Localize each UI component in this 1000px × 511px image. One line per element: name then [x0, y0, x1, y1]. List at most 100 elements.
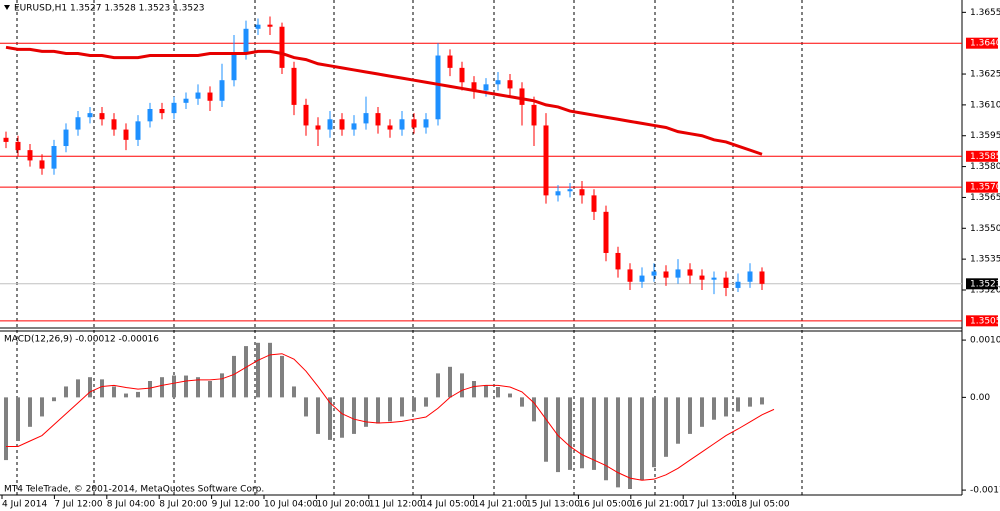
- macd-bar: [244, 346, 248, 398]
- candle-body: [399, 119, 405, 130]
- macd-bar: [748, 397, 752, 407]
- candle-body: [135, 121, 141, 140]
- candle-body: [663, 271, 669, 278]
- candle-body: [567, 189, 573, 192]
- x-tick-label: 16 Jul 21:00: [631, 500, 685, 510]
- x-tick-label: 10 Jul 04:00: [264, 500, 318, 510]
- macd-bar: [424, 397, 428, 407]
- macd-bar: [520, 397, 524, 407]
- x-tick-label: 15 Jul 13:00: [526, 500, 580, 510]
- x-tick-label: 7 Jul 12:00: [54, 500, 103, 510]
- candle-body: [435, 55, 441, 120]
- macd-bar: [532, 397, 536, 422]
- candle-body: [315, 125, 321, 130]
- y-tick-label: 1.3595: [970, 131, 1000, 141]
- candle-body: [639, 275, 645, 282]
- y-tick-label: 1.3565: [970, 193, 1000, 203]
- macd-bar: [400, 397, 404, 417]
- candle-body: [423, 119, 429, 128]
- x-tick-label: 14 Jul 21:00: [474, 500, 528, 510]
- x-tick-label: 11 Jul 12:00: [369, 500, 423, 510]
- macd-bar: [196, 377, 200, 398]
- candle-body: [627, 269, 633, 282]
- macd-bar: [112, 386, 116, 398]
- candle-body: [579, 189, 585, 196]
- candle-body: [183, 98, 189, 103]
- x-tick-label: 9 Jul 12:00: [212, 500, 261, 510]
- candle-body: [207, 92, 213, 101]
- level-label-box: [966, 315, 998, 327]
- y-tick-label: 1.3535: [970, 255, 1000, 265]
- candle-body: [711, 277, 717, 280]
- candle-body: [303, 104, 309, 126]
- level-label: 1.3570: [970, 183, 1000, 193]
- candle-body: [99, 113, 105, 120]
- x-tick-label: 16 Jul 05:00: [578, 500, 632, 510]
- candle-body: [723, 277, 729, 288]
- candle-body: [111, 119, 117, 130]
- macd-bar: [604, 397, 608, 481]
- macd-bar: [388, 397, 392, 422]
- macd-bar: [448, 366, 452, 398]
- candle-body: [51, 146, 57, 169]
- macd-bar: [760, 397, 764, 405]
- y-tick-label: 0.00: [970, 393, 990, 403]
- candle-body: [759, 271, 765, 284]
- candle-body: [75, 117, 81, 130]
- candle-body: [243, 28, 249, 54]
- macd-bar: [688, 397, 692, 434]
- x-tick-label: 10 Jul 20:00: [316, 500, 370, 510]
- macd-bar: [208, 381, 212, 398]
- macd-bar: [148, 381, 152, 398]
- candle-body: [15, 141, 21, 151]
- macd-bar: [508, 393, 512, 398]
- candle-body: [387, 125, 393, 130]
- macd-bar: [580, 397, 584, 469]
- macd-bar: [292, 386, 296, 398]
- level-label: 1.3585: [970, 152, 1000, 162]
- macd-bar: [484, 385, 488, 398]
- candle-body: [675, 269, 681, 278]
- candle-body: [63, 129, 69, 147]
- candle-body: [171, 102, 177, 114]
- macd-bar: [568, 397, 572, 470]
- x-tick-label: 18 Jul 05:00: [736, 500, 790, 510]
- y-tick-label: 1.3655: [970, 8, 1000, 18]
- macd-bar: [100, 379, 104, 398]
- candle-body: [147, 109, 153, 122]
- macd-bar: [16, 397, 20, 441]
- macd-bar: [40, 397, 44, 417]
- level-label-box: [966, 181, 998, 193]
- macd-bar: [64, 386, 68, 398]
- candle-body: [735, 281, 741, 288]
- macd-bar: [232, 355, 236, 398]
- macd-bar: [472, 381, 476, 398]
- macd-bar: [628, 397, 632, 489]
- x-tick-label: 8 Jul 20:00: [159, 500, 208, 510]
- y-tick-label: 1.3520: [970, 285, 1000, 295]
- candle-body: [519, 88, 525, 105]
- level-label: 1.3505: [970, 316, 1000, 326]
- macd-bar: [592, 397, 596, 470]
- candle-body: [411, 119, 417, 128]
- x-tick-label: 8 Jul 04:00: [107, 500, 156, 510]
- candle-body: [591, 195, 597, 212]
- candle-body: [3, 137, 9, 142]
- candle-body: [459, 67, 465, 83]
- macd-bar: [736, 397, 740, 412]
- x-tick-label: 17 Jul 13:00: [683, 500, 737, 510]
- macd-bar: [184, 375, 188, 398]
- macd-bar: [280, 355, 284, 398]
- macd-bar: [496, 387, 500, 398]
- candle-body: [555, 191, 561, 196]
- x-tick-label: 14 Jul 05:00: [421, 500, 475, 510]
- macd-bar: [4, 397, 8, 461]
- macd-bar: [328, 397, 332, 440]
- macd-bar: [676, 397, 680, 444]
- candle-body: [543, 125, 549, 196]
- macd-bar: [460, 373, 464, 398]
- candle-body: [87, 113, 93, 118]
- macd-bar: [76, 379, 80, 398]
